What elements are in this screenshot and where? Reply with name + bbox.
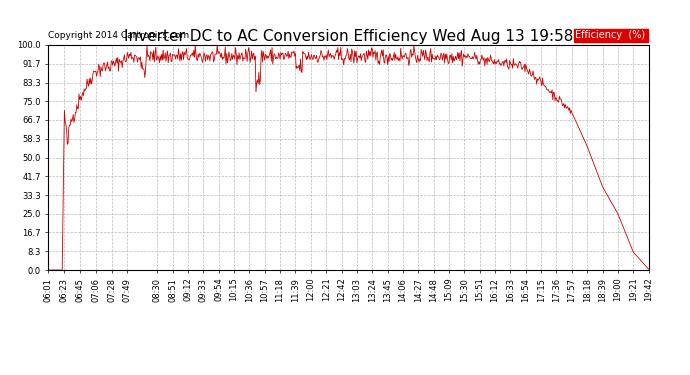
Text: Efficiency  (%): Efficiency (%) bbox=[575, 30, 646, 40]
Text: Copyright 2014 Cartronics.com: Copyright 2014 Cartronics.com bbox=[48, 32, 190, 40]
Title: Inverter DC to AC Conversion Efficiency Wed Aug 13 19:58: Inverter DC to AC Conversion Efficiency … bbox=[124, 29, 573, 44]
